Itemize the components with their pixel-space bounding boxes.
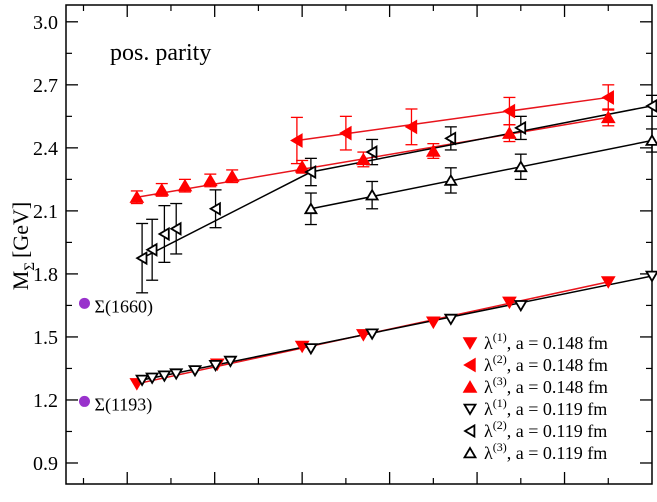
data-point (425, 316, 441, 330)
data-point (303, 343, 318, 356)
legend-marker (462, 337, 478, 350)
data-point (502, 126, 517, 139)
data-point (208, 360, 223, 373)
fit-line (141, 105, 653, 259)
data-point (135, 374, 150, 387)
legend-entry: λ(3), a = 0.119 fm (484, 440, 607, 463)
legend-marker (462, 380, 478, 393)
legend-entry: λ(2), a = 0.148 fm (484, 352, 608, 375)
y-tick-label: 2.1 (33, 201, 58, 223)
data-point (600, 276, 616, 289)
data-point (294, 159, 310, 173)
experimental-point (78, 395, 90, 407)
data-point (425, 144, 441, 157)
data-point (202, 173, 218, 187)
data-point (290, 133, 303, 148)
y-tick-label: 2.7 (33, 75, 58, 97)
legend-entry: λ(1), a = 0.148 fm (484, 330, 608, 353)
data-point (502, 103, 516, 119)
experimental-label: Σ(1660) (94, 296, 152, 317)
data-point (514, 120, 527, 135)
y-tick-label: 1.5 (33, 327, 58, 349)
y-label-main: M (8, 271, 33, 291)
data-point (644, 270, 657, 283)
legend-entry: λ(1), a = 0.119 fm (484, 396, 607, 419)
data-point (645, 98, 657, 113)
plot-frame (65, 4, 653, 485)
data-point (304, 164, 317, 180)
data-point (365, 188, 380, 201)
data-point (187, 365, 203, 378)
fit-line (310, 139, 653, 210)
data-point (129, 190, 145, 203)
y-tick-label: 3.0 (33, 12, 58, 34)
data-point (443, 313, 458, 326)
data-point (157, 226, 170, 242)
y-tick-label: 1.2 (33, 390, 58, 412)
y-tick-label: 0.9 (33, 453, 58, 475)
data-point (154, 183, 170, 196)
data-point (404, 119, 418, 135)
data-point (502, 296, 517, 310)
experimental-point (78, 297, 90, 309)
y-label-unit: [GeV] (8, 202, 33, 258)
fit-line (141, 275, 653, 381)
data-point (513, 300, 528, 313)
data-point (365, 144, 378, 160)
legend-marker (463, 357, 476, 373)
data-point (208, 201, 221, 216)
data-point (224, 169, 240, 182)
data-point (303, 202, 318, 215)
data-point (169, 221, 182, 236)
data-markers (129, 90, 657, 391)
data-point (169, 368, 184, 381)
data-point (145, 372, 160, 385)
legend-marker (463, 423, 476, 439)
data-point (157, 370, 172, 383)
data-point (177, 178, 193, 192)
data-point (644, 133, 657, 146)
legend-entry: λ(3), a = 0.148 fm (484, 374, 608, 397)
data-point (145, 242, 158, 257)
legend-marker (462, 403, 478, 416)
experimental-points: Σ(1660) Σ(1193) (78, 296, 153, 415)
svg-text:MΣ[GeV]: MΣ [GeV] (8, 202, 38, 291)
data-point (601, 90, 614, 105)
error-bars (130, 84, 657, 294)
data-point (223, 355, 238, 368)
data-point (513, 160, 528, 173)
data-point (355, 329, 371, 342)
experimental-label: Σ(1193) (94, 394, 152, 415)
y-axis-label: MΣ [GeV] (8, 202, 38, 291)
legend: λ(1), a = 0.148 fmλ(2), a = 0.148 fmλ(3)… (462, 330, 608, 463)
data-point (365, 328, 380, 341)
y-label-sub: Σ (22, 262, 38, 271)
y-tick-label: 1.8 (33, 264, 58, 286)
data-point (443, 173, 458, 186)
data-point (355, 152, 371, 166)
parity-annotation: pos. parity (110, 40, 211, 66)
legend-entry: λ(2), a = 0.119 fm (484, 418, 607, 441)
data-point (135, 251, 148, 266)
legend-marker (462, 446, 478, 459)
y-tick-label: 2.4 (33, 138, 58, 160)
axis-ticks: 0.9 1.2 1.5 1.8 2.1 2.4 2.7 3.0 (33, 5, 652, 484)
data-point (600, 110, 616, 124)
data-point (444, 131, 457, 146)
data-point (339, 125, 352, 141)
